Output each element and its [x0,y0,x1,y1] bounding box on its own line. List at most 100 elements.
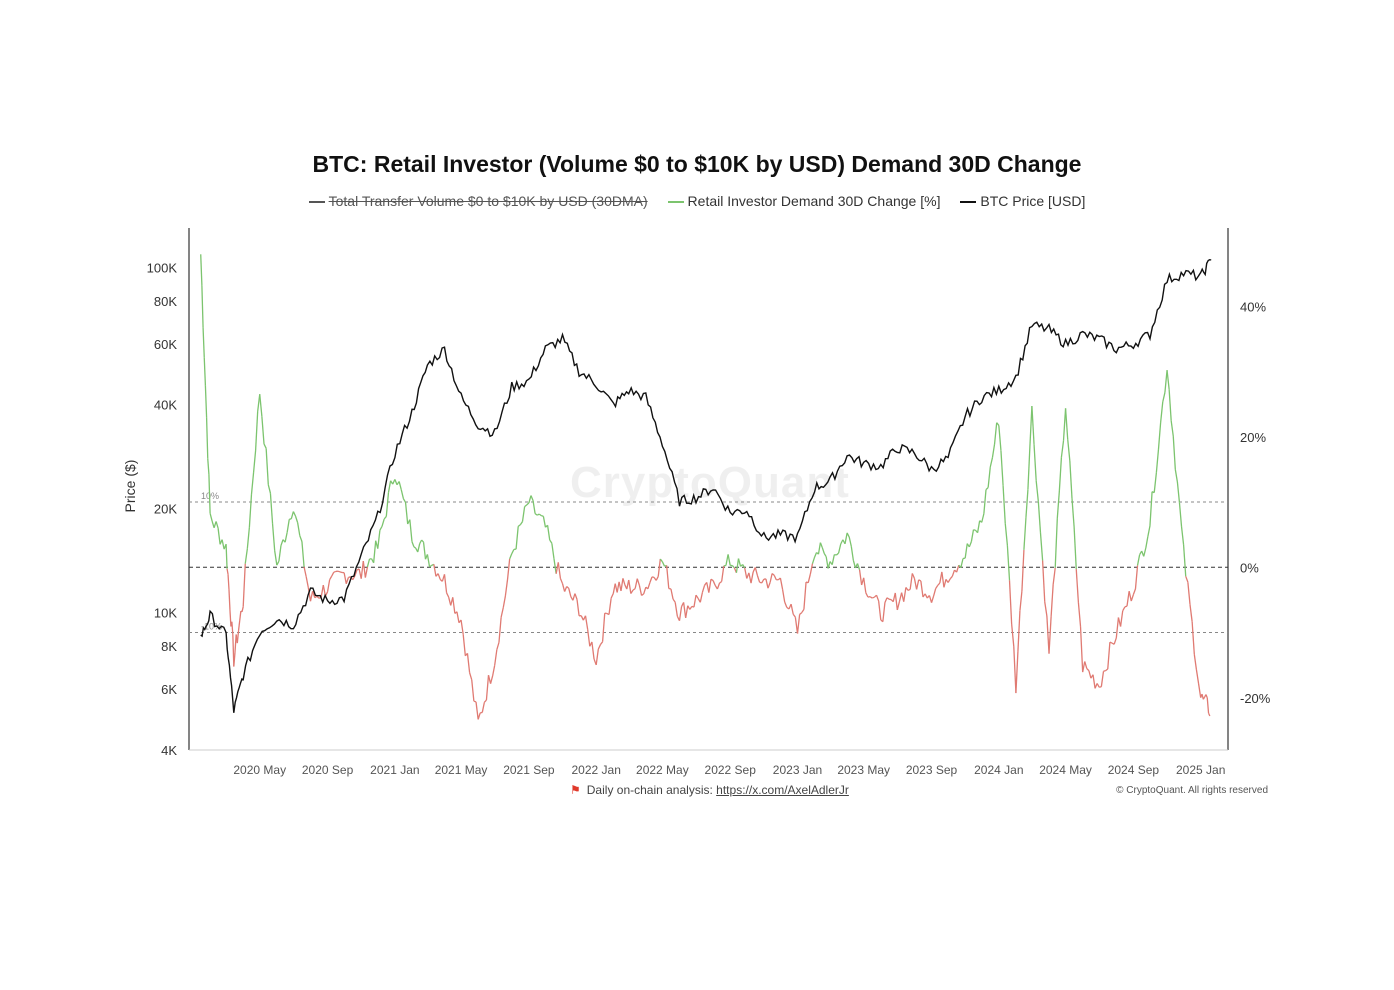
demand-line-segment [632,588,636,591]
demand-line-segment [744,567,748,579]
demand-line-segment [208,474,211,514]
demand-line-segment [201,285,204,328]
demand-line-segment [532,500,536,514]
demand-line-segment [400,489,405,499]
demand-line-segment [801,609,805,613]
demand-line-segment [844,532,848,545]
demand-line-segment [305,576,309,588]
demand-line-segment [616,581,620,593]
demand-line-segment [882,602,886,622]
demand-line-segment [716,582,721,590]
y-axis-label: Price ($) [122,459,138,513]
demand-line-segment [1013,646,1017,694]
demand-line-segment [1170,420,1174,437]
demand-line-segment [259,394,263,417]
y-left-tick-label: 60K [154,337,177,352]
x-tick-label: 2025 Jan [1176,763,1225,777]
demand-line-segment [303,566,307,577]
legend-item-btc-price[interactable]: BTC Price [USD] [960,193,1085,209]
demand-line-segment [597,644,602,650]
demand-line-segment [634,578,638,589]
demand-line-segment [1021,549,1025,592]
demand-line-segment [655,576,659,581]
demand-line-segment [252,450,257,474]
demand-line-segment [316,595,320,599]
demand-line-segment [622,578,626,585]
demand-line-segment [489,675,494,684]
demand-line-segment [1046,615,1050,654]
demand-line-segment [1143,547,1147,557]
demand-line-segment [894,592,898,611]
demand-line-segment [807,574,811,583]
demand-line-segment [649,576,653,583]
demand-line-segment [779,577,784,590]
demand-line-segment [1187,582,1191,605]
demand-line-segment [377,530,381,549]
demand-line-segment [1039,532,1044,561]
analysis-link[interactable]: https://x.com/AxelAdlerJr [716,783,849,797]
demand-line-segment [1037,501,1042,533]
legend-swatch-retail-demand [667,201,684,204]
y-left-tick-label: 80K [154,294,177,309]
flag-icon: ⚑ [570,783,581,797]
demand-line-segment [284,532,288,543]
demand-line-segment [586,629,591,647]
demand-line-segment [731,565,735,569]
demand-line-segment [915,579,920,590]
demand-line-segment [429,564,433,568]
demand-line-segment [422,542,427,560]
demand-line-segment [699,592,704,603]
demand-line-segment [1189,604,1193,622]
demand-line-segment [638,585,643,596]
demand-line-segment [541,515,544,517]
demand-line-segment [1031,405,1035,445]
legend-label-total-transfer-volume: Total Transfer Volume $0 to $10K by USD … [328,193,648,209]
demand-line-segment [496,642,500,650]
demand-line-segment [426,554,431,567]
y-left-tick-label: 20K [154,502,177,517]
demand-line-segment [693,594,697,608]
demand-line-segment [991,444,996,458]
demand-line-segment [918,579,922,582]
demand-line-segment [1132,588,1137,595]
demand-line-segment [689,606,693,610]
demand-line-segment [821,547,825,554]
demand-line-segment [1050,584,1054,617]
demand-line-segment [209,513,213,522]
demand-line-segment [519,521,524,526]
demand-line-segment [280,539,284,546]
demand-line-segment [500,607,504,618]
demand-line-segment [1033,444,1037,481]
demand-line-segment [935,585,939,589]
demand-line-segment [241,606,244,612]
demand-line-segment [628,579,632,594]
demand-line-segment [1035,480,1039,502]
demand-line-segment [661,561,666,567]
demand-line-segment [612,583,616,594]
price-line [200,258,1212,713]
legend-item-total-transfer-volume[interactable]: Total Transfer Volume $0 to $10K by USD … [308,193,648,209]
demand-line-segment [811,556,816,564]
demand-line-segment [331,571,335,577]
demand-line-segment [1162,392,1166,403]
demand-line-segment [576,599,580,616]
demand-line-segment [309,591,314,602]
demand-line-segment [913,578,918,590]
analysis-label: Daily on-chain analysis: [586,783,713,797]
demand-line-segment [528,495,532,504]
demand-line-segment [229,609,232,627]
demand-line-segment [1071,498,1075,528]
y-left-tick-label: 10K [154,606,177,621]
demand-line-segment [228,589,231,610]
demand-line-segment [417,543,421,553]
demand-line-segment [911,573,916,579]
demand-line-segment [701,585,706,593]
demand-line-segment [448,596,452,606]
demand-line-segment [1124,605,1128,608]
legend-item-retail-demand[interactable]: Retail Investor Demand 30D Change [%] [667,193,940,209]
demand-line-segment [884,597,888,603]
demand-line-segment [666,565,670,589]
demand-line-segment [796,614,801,634]
demand-line-segment [1073,526,1077,570]
demand-line-segment [799,612,803,615]
